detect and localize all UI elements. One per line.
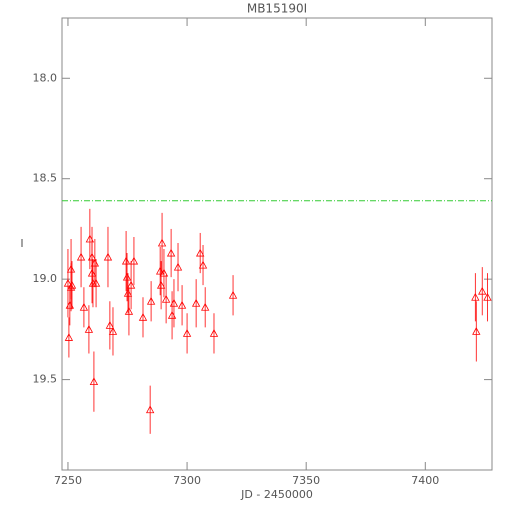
data-point <box>129 256 139 265</box>
data-point <box>191 298 201 307</box>
data-point <box>145 405 155 414</box>
y-tick-label: 18.0 <box>33 71 58 84</box>
data-point <box>79 302 89 311</box>
x-tick-label: 7250 <box>54 474 82 487</box>
data-point <box>173 262 183 271</box>
data-point <box>91 278 101 287</box>
data-point <box>67 280 77 289</box>
data-point <box>177 300 187 309</box>
data-point <box>138 312 148 321</box>
data-point <box>156 280 166 289</box>
data-point <box>228 290 238 299</box>
data-point <box>157 238 167 247</box>
chart-title: MB15190I <box>247 2 307 16</box>
data-point <box>472 327 481 335</box>
data-point <box>483 292 492 301</box>
x-tick-label: 7300 <box>173 474 201 487</box>
x-axis-label: JD - 2450000 <box>240 488 313 501</box>
x-tick-label: 7350 <box>292 474 320 487</box>
y-axis-label: I <box>20 237 23 250</box>
data-point <box>76 252 86 261</box>
data-point <box>471 292 480 301</box>
plot-frame <box>61 17 493 471</box>
y-tick-label: 18.5 <box>33 172 58 185</box>
data-point <box>146 296 156 305</box>
data-point <box>123 288 133 297</box>
data-point <box>209 329 219 337</box>
data-point <box>196 248 205 257</box>
x-tick-label: 7400 <box>411 474 439 487</box>
data-point <box>201 302 210 311</box>
data-point <box>124 306 134 315</box>
data-point <box>89 377 99 386</box>
data-point <box>122 272 132 281</box>
data-point <box>105 321 115 329</box>
data-point <box>63 278 73 287</box>
data-point <box>64 333 74 341</box>
data-point <box>182 329 192 337</box>
data-point <box>198 260 208 269</box>
data-point <box>66 264 76 273</box>
data-point <box>161 294 171 303</box>
data-point <box>108 327 118 335</box>
data-point <box>121 256 131 265</box>
data-point <box>126 280 136 289</box>
data-point <box>159 268 169 277</box>
data-point <box>169 298 179 307</box>
data-point <box>87 252 97 261</box>
data-point <box>84 325 94 333</box>
data-point <box>103 252 113 261</box>
data-point <box>166 248 176 257</box>
y-tick-label: 19.0 <box>33 272 58 285</box>
data-point <box>90 258 100 267</box>
data-point <box>478 286 487 295</box>
y-tick-label: 19.5 <box>33 373 58 386</box>
